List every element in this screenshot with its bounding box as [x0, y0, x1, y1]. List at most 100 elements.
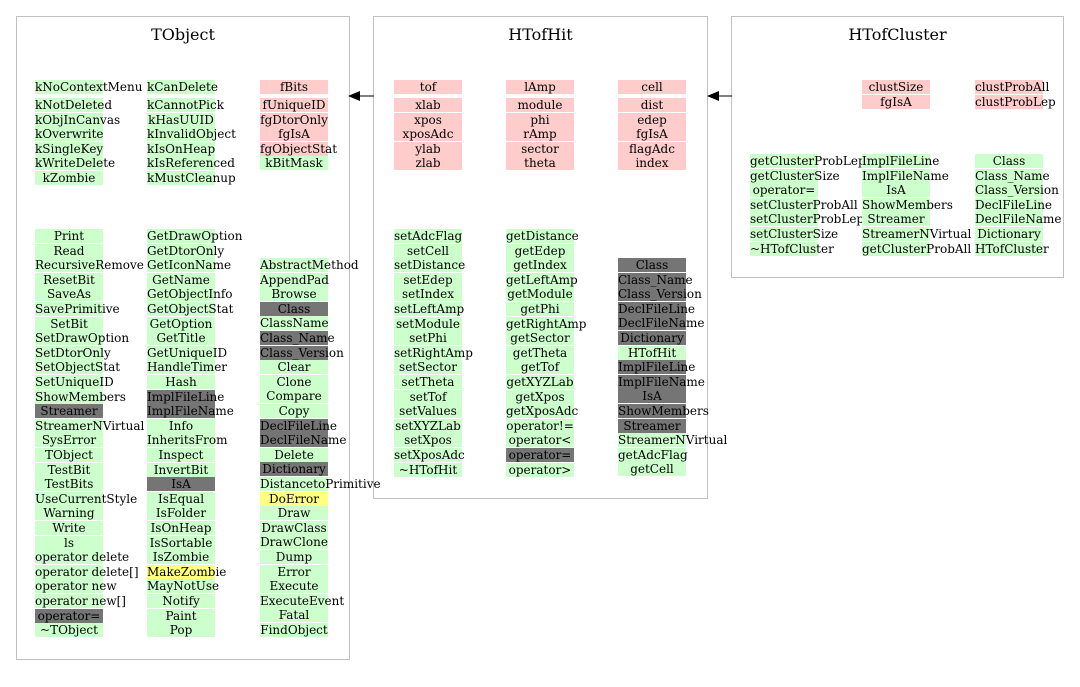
function-member-gettitle: GetTitle — [147, 331, 215, 346]
function-member-setuniqueid: SetUniqueID — [35, 375, 114, 389]
function-member-streamer: Streamer — [35, 404, 103, 419]
function-member-class-version: Class_Version — [975, 183, 1059, 198]
function-member-getdrawoption: GetDrawOption — [147, 229, 243, 243]
function-member-getcell: getCell — [618, 462, 686, 477]
function-member-getclusterproball: getClusterProbAll — [862, 241, 972, 256]
function-member-setdrawoption: SetDrawOption — [35, 331, 130, 346]
function-member-copy: Copy — [260, 404, 328, 418]
function-member-class-version: Class_Version — [618, 287, 702, 302]
function-member-class-name: Class_Name — [975, 168, 1050, 183]
function-member-dump: Dump — [260, 550, 328, 564]
function-member-ls: ls — [35, 535, 103, 550]
function-member-clone: Clone — [260, 374, 328, 389]
function-member-streamernvirtual: StreamerNVirtual — [35, 418, 145, 433]
function-member-knocontextmenu: kNoContextMenu — [35, 80, 143, 94]
function-member-setsector: setSector — [394, 360, 462, 375]
function-member-setadcflag: setAdcFlag — [394, 229, 463, 243]
function-member-abstractmethod: AbstractMethod — [260, 258, 359, 272]
function-member-declfilename: DeclFileName — [260, 433, 347, 448]
function-member-streamer: Streamer — [862, 212, 930, 227]
function-member-tobject: TObject — [35, 448, 103, 462]
function-member-setleftamp: setLeftAmp — [394, 302, 465, 316]
function-member-getmodule: getModule — [506, 287, 574, 302]
function-member-isa: IsA — [862, 183, 930, 198]
function-member-getindex: getIndex — [506, 258, 574, 273]
data-member-funiqueid: fUniqueID — [260, 98, 328, 112]
function-member-getdtoronly: GetDtorOnly — [147, 243, 225, 258]
function-member-setxposadc: setXposAdc — [394, 448, 465, 462]
function-member-hash: Hash — [147, 375, 215, 389]
function-member-setobjectstat: SetObjectStat — [35, 360, 121, 375]
function-member-class-version: Class_Version — [260, 345, 344, 360]
function-member-getdistance: getDistance — [506, 229, 579, 243]
function-member-settof: setTof — [394, 389, 462, 404]
function-member-getphi: getPhi — [506, 302, 574, 316]
function-member-drawclone: DrawClone — [260, 535, 328, 550]
function-member-recursiveremove: RecursiveRemove — [35, 258, 144, 273]
function-member-dictionary: Dictionary — [260, 462, 328, 477]
function-member-operator: operator!= — [506, 418, 574, 433]
function-member-implfilename: ImplFileName — [862, 168, 949, 183]
function-member-koverwrite: kOverwrite — [35, 127, 104, 142]
function-member-getxpos: getXpos — [506, 389, 574, 404]
function-member-getclustersize: getClusterSize — [750, 168, 840, 183]
function-member-class: Class — [618, 258, 686, 272]
function-member-isa: IsA — [618, 389, 686, 404]
function-member-iszombie: IsZombie — [147, 550, 215, 565]
function-member-kbitmask: kBitMask — [260, 156, 328, 171]
function-member-settheta: setTheta — [394, 375, 462, 389]
function-member-kinvalidobject: kInvalidObject — [147, 127, 236, 142]
function-member-operator: operator= — [506, 448, 574, 462]
data-member-clustsize: clustSize — [862, 80, 930, 94]
data-member-clustproball: clustProbAll — [975, 80, 1050, 94]
function-member-findobject: FindObject — [260, 623, 328, 637]
function-member-getoption: GetOption — [147, 316, 215, 331]
data-member-xpos: xpos — [394, 112, 462, 127]
function-member-class: Class — [260, 301, 328, 316]
function-member-kcandelete: kCanDelete — [147, 80, 218, 94]
function-member-class: Class — [975, 154, 1043, 168]
function-member-implfileline: ImplFileLine — [147, 389, 225, 404]
function-member-pop: Pop — [147, 623, 215, 638]
function-member-htofcluster: HTofCluster — [975, 241, 1049, 256]
function-member-operator: operator= — [750, 183, 818, 198]
data-member-theta: theta — [506, 156, 574, 171]
data-member-clustproblep: clustProbLep — [975, 94, 1056, 109]
function-member-execute: Execute — [260, 579, 328, 594]
function-member-distancetoprimitive: DistancetoPrimitive — [260, 477, 381, 491]
function-member-setclusterproball: setClusterProbAll — [750, 197, 858, 212]
function-member-dictionary: Dictionary — [618, 331, 686, 345]
function-member-clear: Clear — [260, 360, 328, 375]
function-member-operator-new: operator new — [35, 579, 117, 594]
function-member-getxyzlab: getXYZLab — [506, 375, 574, 389]
function-member-isfolder: IsFolder — [147, 506, 215, 521]
function-member-kcannotpick: kCannotPick — [147, 98, 225, 112]
function-member-inspect: Inspect — [147, 448, 215, 462]
function-member-declfileline: DeclFileLine — [975, 197, 1053, 212]
function-member-isonheap: IsOnHeap — [147, 521, 215, 535]
function-member-warning: Warning — [35, 506, 103, 521]
function-member-inheritsfrom: InheritsFrom — [147, 433, 228, 448]
function-member-write: Write — [35, 521, 103, 535]
function-member-getedep: getEdep — [506, 243, 574, 258]
function-member-setrightamp: setRightAmp — [394, 345, 473, 360]
function-member-testbits: TestBits — [35, 477, 103, 492]
data-member-cell: cell — [618, 80, 686, 94]
function-member-compare: Compare — [260, 389, 328, 404]
function-member-implfileline: ImplFileLine — [862, 154, 940, 168]
function-member-setvalues: setValues — [394, 404, 462, 419]
function-member-saveprimitive: SavePrimitive — [35, 302, 120, 316]
function-member-classname: ClassName — [260, 316, 329, 331]
function-member-saveas: SaveAs — [35, 287, 103, 302]
function-member-resetbit: ResetBit — [35, 272, 103, 287]
function-member-operator: operator= — [35, 608, 103, 623]
function-member-gettof: getTof — [506, 360, 574, 375]
function-member-info: Info — [147, 418, 215, 433]
function-member-setbit: SetBit — [35, 316, 103, 331]
function-member-isa: IsA — [147, 477, 215, 492]
function-member-kzombie: kZombie — [35, 171, 103, 185]
function-member-operator: operator> — [506, 462, 574, 477]
function-member-showmembers: ShowMembers — [35, 389, 126, 404]
data-member-dist: dist — [618, 98, 686, 112]
data-member-xlab: xlab — [394, 98, 462, 112]
